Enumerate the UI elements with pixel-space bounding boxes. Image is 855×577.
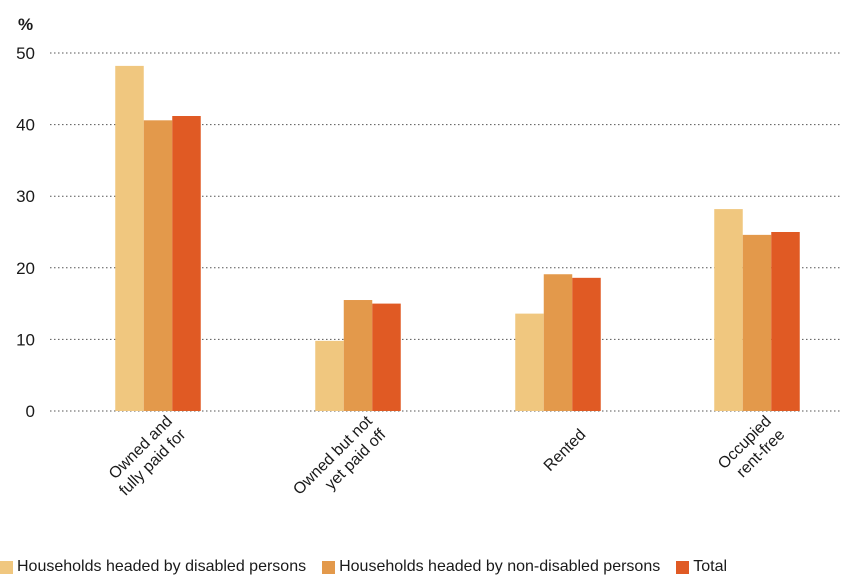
y-tick-label: 40	[16, 116, 35, 135]
legend-swatch	[322, 560, 336, 574]
category-label: Owned but notyet paid off	[290, 412, 389, 511]
bar	[515, 313, 544, 411]
bar	[115, 65, 144, 411]
category-label: Rented	[541, 426, 590, 475]
y-tick-label: 30	[16, 187, 35, 206]
legend-label: Households headed by disabled persons	[17, 558, 307, 575]
bar	[143, 120, 173, 411]
bar	[742, 234, 772, 411]
bar	[315, 340, 344, 411]
y-axis-ticks: 0 10 20 30 40 50	[16, 44, 35, 421]
y-tick-label: 20	[16, 259, 35, 278]
category-label: Owned andfully paid for	[103, 412, 190, 499]
legend-item: Households headed by disabled persons	[0, 558, 306, 576]
y-axis-unit-label: %	[18, 15, 33, 34]
bar	[543, 274, 573, 411]
category-label-line: Rented	[541, 426, 590, 475]
bars	[115, 65, 800, 412]
bar	[372, 303, 401, 411]
legend-swatch	[0, 560, 13, 574]
category-label: Occupiedrent-free	[715, 413, 788, 486]
bar	[714, 209, 743, 411]
legend-item: Households headed by non-disabled person…	[322, 558, 660, 576]
y-tick-label: 50	[16, 44, 35, 63]
legend-label: Households headed by non-disabled person…	[339, 558, 661, 575]
legend-label: Total	[693, 558, 728, 575]
bar	[572, 277, 601, 411]
bar	[771, 232, 800, 411]
category-labels: Owned andfully paid for Owned but notyet …	[103, 412, 788, 511]
y-tick-label: 10	[16, 330, 35, 349]
y-tick-label: 0	[26, 402, 35, 421]
legend: Households headed by disabled persons Hou…	[0, 557, 855, 577]
bar	[343, 300, 373, 411]
legend-item: Total	[676, 558, 727, 576]
bar	[172, 116, 201, 412]
legend-swatch	[676, 560, 690, 574]
